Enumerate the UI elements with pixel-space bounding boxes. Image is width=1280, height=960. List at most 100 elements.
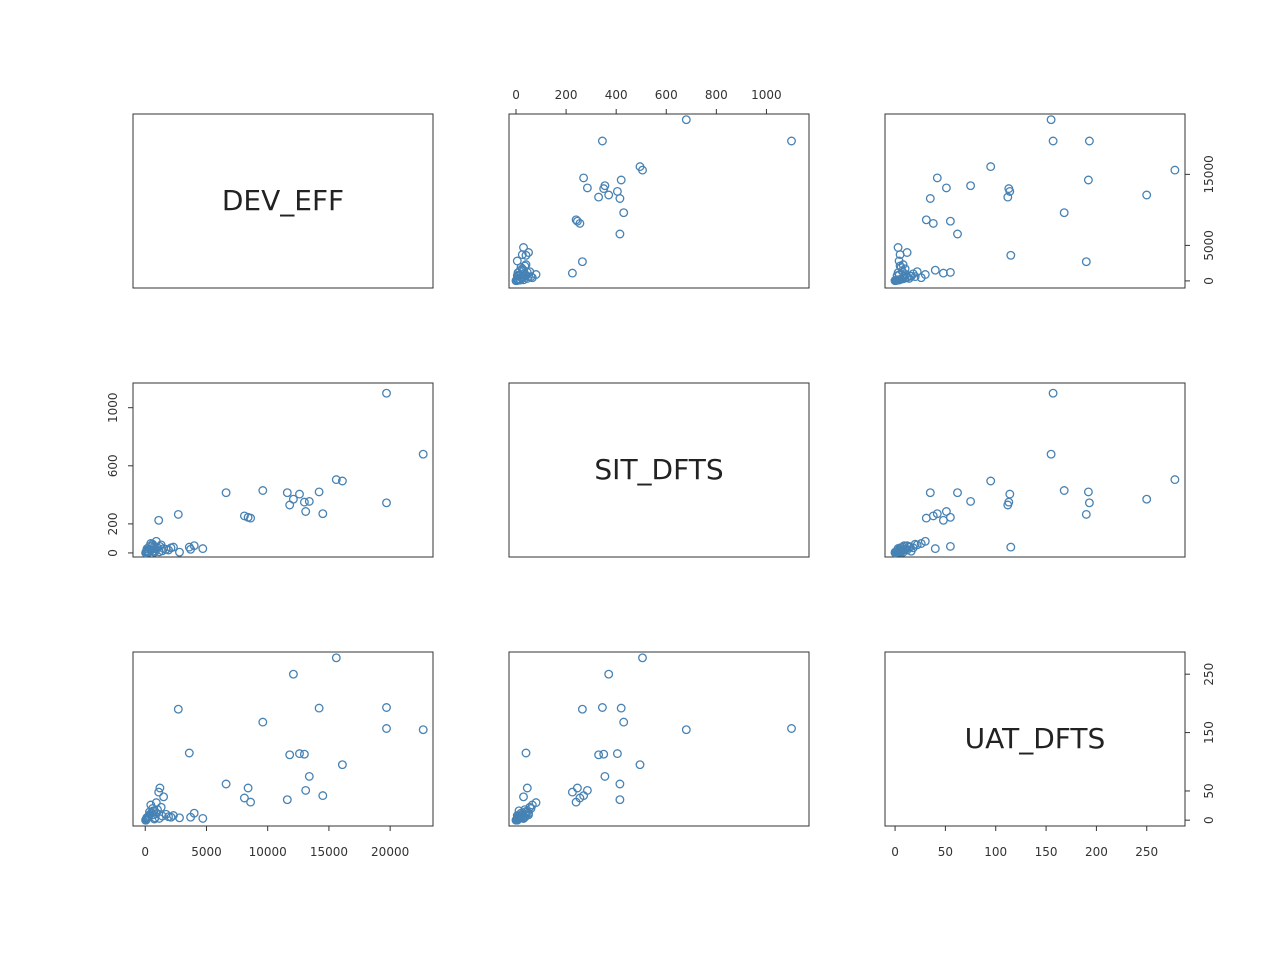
data-point-dev_eff-vs-uat_dfts-12 (941, 183, 951, 193)
x-tick-label-sit_dfts-top-1000: 1000 (751, 88, 782, 102)
data-point-dev_eff-vs-uat_dfts-17 (928, 218, 938, 228)
data-point-sit_dfts-vs-dev_eff-15 (221, 488, 231, 498)
data-point-dev_eff-vs-sit_dfts-13 (579, 173, 589, 183)
data-point-dev_eff-vs-uat_dfts-6 (1059, 208, 1069, 218)
data-point-dev_eff-vs-uat_dfts-26 (893, 243, 903, 252)
data-point-sit_dfts-vs-dev_eff-20 (154, 515, 164, 525)
x-tick-label-sit_dfts-top-600: 600 (655, 88, 678, 102)
data-point-dev_eff-vs-sit_dfts-6 (619, 208, 629, 218)
y-tick-label-sit_dfts-left-200: 200 (106, 512, 120, 535)
data-point-dev_eff-vs-sit_dfts-56 (511, 276, 521, 286)
panel-frame-dev_eff-vs-dev_eff (132, 113, 434, 289)
data-point-uat_dfts-vs-dev_eff-18 (246, 797, 256, 807)
data-point-uat_dfts-vs-dev_eff-25 (186, 812, 196, 822)
data-point-sit_dfts-vs-dev_eff-26 (198, 544, 208, 554)
data-point-sit_dfts-vs-uat_dfts-56 (890, 548, 900, 558)
y-tick-label-uat_dfts-right-50: 50 (1202, 783, 1216, 798)
panel-frame-sit_dfts-vs-dev_eff (132, 382, 434, 558)
data-point-dev_eff-vs-sit_dfts-14 (615, 194, 625, 203)
data-point-uat_dfts-vs-sit_dfts-14 (615, 795, 625, 805)
data-point-dev_eff-vs-sit_dfts-43 (524, 272, 533, 282)
data-point-uat_dfts-vs-dev_eff-6 (258, 717, 268, 727)
data-point-uat_dfts-vs-sit_dfts-8 (599, 749, 609, 759)
data-point-sit_dfts-vs-uat_dfts-0 (1046, 449, 1056, 459)
data-point-dev_eff-vs-uat_dfts-9 (1003, 192, 1013, 202)
data-point-sit_dfts-vs-uat_dfts-19 (1081, 509, 1091, 519)
x-tick-label-dev_eff-bottom-10000: 10000 (249, 845, 287, 859)
data-point-uat_dfts-vs-dev_eff-5 (382, 703, 391, 712)
data-point-uat_dfts-vs-sit_dfts-1 (787, 724, 796, 733)
data-point-dev_eff-vs-uat_dfts-21 (1006, 250, 1016, 260)
data-point-sit_dfts-vs-dev_eff-8 (299, 497, 309, 507)
data-point-dev_eff-vs-uat_dfts-11 (966, 181, 976, 191)
data-point-sit_dfts-vs-uat_dfts-1 (1048, 388, 1058, 398)
data-point-uat_dfts-vs-dev_eff-10 (295, 749, 304, 759)
data-point-dev_eff-vs-uat_dfts-4 (1142, 190, 1152, 200)
data-point-sit_dfts-vs-dev_eff-3 (337, 476, 347, 486)
data-point-dev_eff-vs-uat_dfts-56 (890, 276, 900, 286)
data-point-uat_dfts-vs-sit_dfts-15 (615, 779, 625, 789)
data-point-uat_dfts-vs-dev_eff-4 (288, 669, 298, 679)
data-point-dev_eff-vs-uat_dfts-10 (1005, 186, 1015, 196)
panel-frame-sit_dfts-vs-sit_dfts (508, 382, 810, 558)
data-point-sit_dfts-vs-dev_eff-56 (141, 548, 151, 558)
x-tick-label-sit_dfts-top-0: 0 (512, 88, 520, 102)
data-point-uat_dfts-vs-dev_eff-8 (299, 749, 309, 759)
data-point-uat_dfts-vs-sit_dfts-11 (600, 771, 610, 781)
data-point-uat_dfts-vs-sit_dfts-16 (572, 783, 582, 793)
data-point-dev_eff-vs-uat_dfts-22 (945, 267, 955, 277)
diagonal-label-uat-dfts: UAT_DFTS (965, 722, 1106, 755)
x-tick-label-uat_dfts-bottom-50: 50 (938, 845, 953, 859)
data-point-dev_eff-vs-sit_dfts-19 (577, 257, 587, 267)
data-point-uat_dfts-vs-dev_eff-17 (239, 793, 249, 803)
panel-frame-uat_dfts-vs-sit_dfts (508, 651, 810, 827)
data-point-dev_eff-vs-sit_dfts-4 (604, 190, 614, 200)
x-tick-label-uat_dfts-bottom-150: 150 (1035, 845, 1058, 859)
data-point-uat_dfts-vs-dev_eff-55 (148, 806, 158, 816)
data-point-sit_dfts-vs-uat_dfts-22 (945, 541, 955, 551)
panel-frame-dev_eff-vs-uat_dfts (884, 113, 1186, 289)
data-point-uat_dfts-vs-dev_eff-56 (141, 815, 151, 825)
x-tick-label-uat_dfts-bottom-250: 250 (1135, 845, 1158, 859)
data-point-uat_dfts-vs-dev_eff-1 (382, 724, 391, 733)
data-point-uat_dfts-vs-dev_eff-19 (173, 704, 183, 714)
data-point-dev_eff-vs-uat_dfts-13 (932, 173, 942, 183)
x-tick-label-dev_eff-bottom-15000: 15000 (310, 845, 348, 859)
y-tick-label-dev_eff-right-15000: 15000 (1202, 155, 1216, 193)
data-point-dev_eff-vs-sit_dfts-27 (512, 256, 522, 266)
data-point-uat_dfts-vs-dev_eff-0 (418, 725, 428, 735)
data-point-dev_eff-vs-sit_dfts-15 (615, 229, 625, 239)
data-point-dev_eff-vs-sit_dfts-3 (635, 162, 645, 172)
data-point-dev_eff-vs-uat_dfts-18 (921, 215, 931, 225)
data-point-dev_eff-vs-sit_dfts-16 (572, 216, 582, 226)
data-point-sit_dfts-vs-dev_eff-27 (175, 547, 184, 557)
y-tick-label-sit_dfts-left-600: 600 (106, 454, 120, 477)
data-point-dev_eff-vs-sit_dfts-12 (582, 183, 592, 193)
data-point-dev_eff-vs-sit_dfts-9 (594, 192, 604, 202)
data-point-sit_dfts-vs-dev_eff-21 (184, 542, 194, 552)
data-point-dev_eff-vs-uat_dfts-2 (1170, 165, 1180, 175)
data-point-dev_eff-vs-sit_dfts-21 (521, 250, 531, 260)
data-point-uat_dfts-vs-dev_eff-9 (285, 750, 295, 760)
data-point-uat_dfts-vs-dev_eff-27 (175, 813, 184, 823)
data-point-uat_dfts-vs-dev_eff-26 (198, 813, 208, 823)
data-point-uat_dfts-vs-sit_dfts-0 (681, 725, 691, 735)
data-point-dev_eff-vs-sit_dfts-55 (514, 271, 524, 281)
x-tick-label-sit_dfts-top-800: 800 (705, 88, 728, 102)
data-point-sit_dfts-vs-dev_eff-11 (304, 496, 314, 506)
data-point-uat_dfts-vs-sit_dfts-55 (514, 806, 524, 816)
data-point-sit_dfts-vs-dev_eff-7 (314, 487, 324, 497)
data-point-uat_dfts-vs-sit_dfts-2 (638, 653, 647, 663)
data-point-uat_dfts-vs-sit_dfts-44 (522, 807, 532, 817)
data-point-uat_dfts-vs-dev_eff-42 (153, 805, 162, 815)
data-point-dev_eff-vs-uat_dfts-7 (1083, 175, 1093, 185)
data-point-dev_eff-vs-uat_dfts-54 (893, 268, 903, 278)
data-point-uat_dfts-vs-dev_eff-14 (282, 795, 292, 805)
data-point-uat_dfts-vs-dev_eff-7 (314, 703, 324, 713)
data-point-sit_dfts-vs-dev_eff-14 (282, 488, 292, 498)
y-tick-label-sit_dfts-left-1000: 1000 (106, 392, 120, 423)
data-point-dev_eff-vs-uat_dfts-16 (945, 216, 955, 226)
data-point-dev_eff-vs-sit_dfts-24 (524, 248, 533, 257)
data-point-uat_dfts-vs-dev_eff-48 (166, 812, 176, 822)
